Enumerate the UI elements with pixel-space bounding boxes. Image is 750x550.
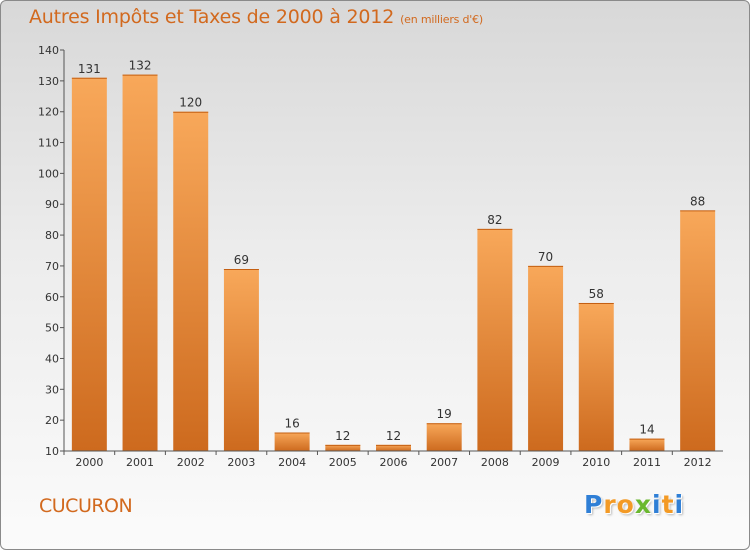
y-tick-label: 30 <box>45 383 59 396</box>
bar-2006 <box>376 444 411 451</box>
bar-2000 <box>71 77 107 451</box>
y-tick-label: 40 <box>45 352 59 365</box>
x-tick-label: 2004 <box>278 456 306 469</box>
bar-2011 <box>629 438 665 451</box>
brand-letter: x <box>634 490 652 519</box>
data-label-2001: 132 <box>129 59 152 73</box>
x-tick-label: 2000 <box>75 456 103 469</box>
bar-2001 <box>122 74 158 451</box>
x-tick-label: 2001 <box>126 456 154 469</box>
x-tick-label: 2008 <box>481 456 509 469</box>
data-label-2002: 120 <box>179 96 202 110</box>
brand-letter: t <box>661 490 675 519</box>
chart-unit-label: (en milliers d'€) <box>400 13 483 26</box>
bar-2002 <box>173 111 209 451</box>
x-tick-label: 2011 <box>633 456 661 469</box>
bar-2005 <box>325 444 361 451</box>
data-label-2010: 58 <box>589 287 604 301</box>
y-tick-label: 140 <box>38 44 59 57</box>
bar-2009 <box>528 265 564 451</box>
y-tick-label: 10 <box>45 445 59 458</box>
proxiti-logo[interactable]: Proxiti <box>584 490 684 519</box>
x-tick-label: 2003 <box>227 456 255 469</box>
y-tick-label: 50 <box>45 322 59 335</box>
y-tick-label: 90 <box>45 198 59 211</box>
y-tick-label: 80 <box>45 229 59 242</box>
data-label-2003: 69 <box>234 253 249 267</box>
x-tick-label: 2012 <box>684 456 712 469</box>
y-tick-label: 20 <box>45 414 59 427</box>
bar-2008 <box>477 228 513 451</box>
x-tick-label: 2002 <box>177 456 205 469</box>
brand-letter: o <box>616 490 635 519</box>
city-name: CUCURON <box>39 495 133 517</box>
chart-title: Autres Impôts et Taxes de 2000 à 2012 (en… <box>29 6 483 28</box>
y-tick-label: 60 <box>45 291 59 304</box>
brand-letter: i <box>652 490 662 519</box>
data-label-2004: 16 <box>284 416 299 430</box>
data-label-2012: 88 <box>690 194 705 208</box>
data-label-2005: 12 <box>335 429 350 443</box>
data-label-2009: 70 <box>538 250 553 264</box>
x-tick-label: 2007 <box>430 456 458 469</box>
x-tick-label: 2010 <box>582 456 610 469</box>
brand-letter: r <box>603 490 617 519</box>
chart-title-text: Autres Impôts et Taxes de 2000 à 2012 <box>29 6 395 28</box>
x-tick-label: 2006 <box>380 456 408 469</box>
x-tick-label: 2005 <box>329 456 357 469</box>
data-label-2007: 19 <box>437 407 452 421</box>
data-label-2008: 82 <box>487 213 502 227</box>
x-tick-label: 2009 <box>532 456 560 469</box>
brand-letter: i <box>674 490 685 519</box>
data-label-2000: 131 <box>78 62 101 76</box>
data-label-2006: 12 <box>386 429 401 443</box>
y-tick-label: 70 <box>45 260 59 273</box>
y-tick-label: 110 <box>38 137 59 150</box>
brand-letter: P <box>584 490 604 519</box>
bar-2012 <box>680 210 716 451</box>
bar-2007 <box>426 423 462 451</box>
data-label-2011: 14 <box>639 423 654 437</box>
y-tick-label: 130 <box>38 75 59 88</box>
bar-2004 <box>274 432 310 451</box>
bar-2010 <box>578 302 614 451</box>
y-tick-label: 100 <box>38 167 59 180</box>
bar-2003 <box>223 269 259 451</box>
y-tick-label: 120 <box>38 106 59 119</box>
